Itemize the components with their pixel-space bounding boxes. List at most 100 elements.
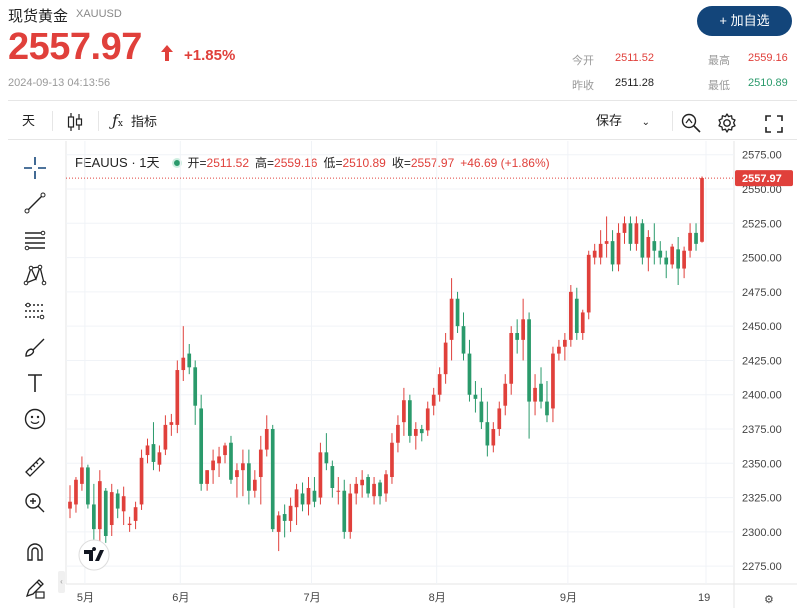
pattern-tool[interactable] [20,260,50,290]
candle-body [437,374,442,395]
legend-high: 2559.16 [274,156,318,170]
zoom-in-tool[interactable] [20,488,50,518]
prev-close-label: 昨收 [572,80,594,92]
trend-line-icon [24,192,46,214]
candle-body [354,483,359,494]
candle-body [425,408,430,431]
magnet-tool[interactable] [20,537,50,567]
candle-body [318,452,323,498]
candle-body [592,250,597,258]
x-tick-label: 19 [698,592,710,604]
candle-body [658,250,663,258]
candle-body [252,479,257,491]
candle-body [586,254,591,313]
candle-body [342,490,347,532]
candle-body [533,387,537,402]
lock-pencil-icon [25,579,45,599]
add-to-watchlist-button[interactable]: + 加自选 [697,6,792,36]
low-label: 最低 [708,80,730,92]
interval-selector[interactable]: 天 [22,113,36,128]
candle-body [539,383,543,402]
toolbar-divider [52,111,53,131]
candle-body [157,452,162,465]
save-label: 保存 [596,113,623,128]
candle-body [568,291,573,340]
candle-body [598,243,603,258]
candle-body [515,333,520,340]
candle-body [449,298,454,340]
candle-body [127,523,132,526]
crosshair-tool[interactable] [20,153,50,183]
candle-body [223,445,227,456]
text-tool[interactable] [20,368,50,398]
candle-body [396,424,400,443]
axis-settings-icon[interactable]: ⚙ [764,594,774,606]
candle-body [580,312,585,334]
measure-lines-tool[interactable] [20,296,50,326]
indicators-label: 指标 [131,114,158,129]
snapshot-button[interactable] [680,110,702,133]
candle-body [74,479,78,505]
fib-tool[interactable] [20,225,50,255]
emoji-tool[interactable] [20,404,50,434]
candle-body [694,232,698,244]
candle-body [336,490,341,492]
chevron-down-icon: ⌄ [641,117,651,128]
indicators-button[interactable]: ƒx 指标 [112,101,157,141]
candle-body [682,250,686,269]
candle-body [688,232,692,251]
y-tick-label: 2575.00 [742,150,782,162]
candle-body [151,444,156,462]
candle-body [604,241,609,244]
ruler-tool[interactable] [20,452,50,482]
candle-body [68,501,72,509]
candle-body [86,467,90,505]
lock-drawing-tool[interactable] [20,573,50,603]
candle-body [294,489,299,508]
candle-body [175,370,180,425]
candle-body [103,490,108,536]
candle-body [229,442,233,480]
settings-button[interactable] [716,110,738,133]
brush-icon [25,338,45,357]
candle-body [384,474,388,494]
y-tick-label: 2500.00 [742,253,782,265]
chart-type-button[interactable] [66,101,84,141]
candle-body [640,223,645,258]
candle-body [270,429,275,530]
tradingview-logo[interactable] [78,539,110,571]
brush-tool[interactable] [20,332,50,362]
candle-body [461,326,466,354]
trend-line-tool[interactable] [20,188,50,218]
candle-body [431,394,436,406]
legend-symbol[interactable]: FEAUUS · 1天 [75,155,160,170]
candles-icon [67,112,83,131]
toolbar-collapse-handle[interactable]: ‹ [58,571,65,593]
y-tick-label: 2475.00 [742,287,782,299]
candle-body [330,466,335,488]
drawing-toolbar: ‹ [0,141,66,608]
x-tick-label: 7月 [303,592,320,604]
instrument-title: 现货黄金 [8,8,69,25]
candle-body [258,449,263,478]
candle-body [467,353,472,395]
y-tick-label: 2525.00 [742,218,782,230]
price-change-percent: +1.85% [184,47,236,64]
candle-body [402,400,406,423]
x-tick-label: 9月 [560,592,577,604]
x-tick-label: 6月 [172,592,189,604]
save-button[interactable]: 保存 ⌄ [596,101,650,141]
candle-body [193,367,198,406]
fullscreen-button[interactable] [764,110,784,133]
settings-icon [718,113,736,133]
candle-body [491,429,496,446]
y-tick-label: 2275.00 [742,561,782,573]
candle-body [372,483,376,497]
y-tick-label: 2450.00 [742,321,782,333]
candle-body [670,246,675,265]
candle-body [557,346,561,354]
zoom-in-icon [25,493,45,513]
candle-body [199,408,204,484]
current-price: 2557.97 [8,26,142,68]
